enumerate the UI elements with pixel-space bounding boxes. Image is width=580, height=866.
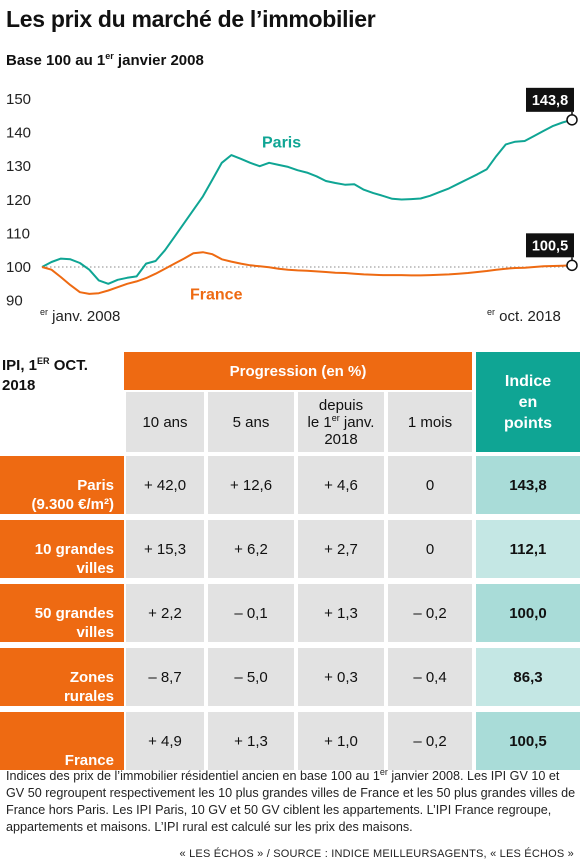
row-label: France <box>0 712 124 770</box>
y-tick-label: 100 <box>6 259 31 276</box>
row-label: 50 grandes villes <box>0 584 124 642</box>
end-point-marker <box>566 114 578 126</box>
index-value: 100,5 <box>476 712 580 770</box>
value-depuis-2018: + 4,6 <box>298 456 384 514</box>
index-value: 86,3 <box>476 648 580 706</box>
progression-header: Progression (en %) <box>124 352 472 390</box>
chart-subtitle: Base 100 au 1er janvier 2008 <box>6 51 204 70</box>
end-value-label: 143,8 <box>532 93 568 109</box>
value-5-ans: + 12,6 <box>208 456 294 514</box>
y-tick-label: 140 <box>6 125 31 142</box>
value-1-mois: – 0,2 <box>388 584 472 642</box>
index-value: 112,1 <box>476 520 580 578</box>
value-10-ans: + 42,0 <box>126 456 204 514</box>
x-start-label: er janv. 2008 <box>40 307 121 326</box>
row-label: Zones rurales <box>0 648 124 706</box>
value-10-ans: + 2,2 <box>126 584 204 642</box>
end-point-marker <box>566 259 578 272</box>
series-label-paris: Paris <box>262 135 301 152</box>
value-10-ans: + 15,3 <box>126 520 204 578</box>
y-tick-label: 120 <box>6 192 31 209</box>
y-tick-label: 110 <box>6 225 30 242</box>
price-index-chart: 90 100 110 120 130 140 150 143,8 Paris 100,5 Franc… <box>6 87 578 310</box>
source-credit: « LES ÉCHOS » / SOURCE : INDICE MEILLEUR… <box>179 848 574 860</box>
index-value: 100,0 <box>476 584 580 642</box>
page-title: Les prix du marché de l’immobilier <box>6 6 376 32</box>
end-label-box <box>526 233 574 258</box>
index-value: 143,8 <box>476 456 580 514</box>
column-header-10-ans: 10 ans <box>126 392 204 452</box>
value-1-mois: 0 <box>388 456 472 514</box>
row-label: 10 grandes villes <box>0 520 124 578</box>
index-header: Indice en points <box>476 352 580 452</box>
y-tick-label: 130 <box>6 158 31 175</box>
table-corner-label: IPI, 1ER OCT. 2018 <box>2 356 88 395</box>
column-header-5-ans: 5 ans <box>208 392 294 452</box>
end-label-box <box>526 87 574 112</box>
column-header-1-mois: 1 mois <box>388 392 472 452</box>
value-10-ans: + 4,9 <box>126 712 204 770</box>
column-header-depuis-2018: depuis le 1er janv. 2018 <box>298 392 384 452</box>
series-line-paris <box>41 118 573 285</box>
value-depuis-2018: + 1,0 <box>298 712 384 770</box>
value-1-mois: – 0,2 <box>388 712 472 770</box>
footnote: Indices des prix de l’immobilier résiden… <box>6 766 576 834</box>
value-1-mois: 0 <box>388 520 472 578</box>
end-value-label: 100,5 <box>532 238 568 254</box>
y-tick-label: 90 <box>6 293 23 310</box>
value-5-ans: + 6,2 <box>208 520 294 578</box>
y-tick-label: 150 <box>6 91 31 108</box>
value-5-ans: – 5,0 <box>208 648 294 706</box>
value-1-mois: – 0,4 <box>388 648 472 706</box>
series-label-france: France <box>190 286 243 303</box>
series-line-france <box>41 251 573 295</box>
row-label: Paris (9.300 €/m²) <box>0 456 124 514</box>
value-5-ans: + 1,3 <box>208 712 294 770</box>
value-depuis-2018: + 1,3 <box>298 584 384 642</box>
x-end-label: er oct. 2018 <box>487 307 561 326</box>
value-depuis-2018: + 0,3 <box>298 648 384 706</box>
value-5-ans: – 0,1 <box>208 584 294 642</box>
value-depuis-2018: + 2,7 <box>298 520 384 578</box>
value-10-ans: – 8,7 <box>126 648 204 706</box>
